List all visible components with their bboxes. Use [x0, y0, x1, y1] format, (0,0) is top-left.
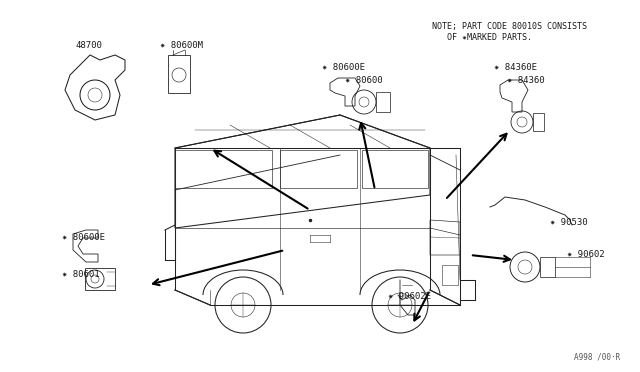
Text: ✷ 84360: ✷ 84360: [507, 76, 545, 85]
Text: ✷ 90602E: ✷ 90602E: [388, 292, 431, 301]
Text: ✷ 80601: ✷ 80601: [62, 270, 100, 279]
Text: ✷ 84360E: ✷ 84360E: [494, 63, 537, 72]
Text: 48700: 48700: [75, 41, 102, 50]
Text: NOTE; PART CODE 80010S CONSISTS
   OF ✷MARKED PARTS.: NOTE; PART CODE 80010S CONSISTS OF ✷MARK…: [432, 22, 587, 41]
Text: ✷ 80600E: ✷ 80600E: [62, 233, 105, 242]
Text: ✷ 90530: ✷ 90530: [550, 218, 588, 227]
Text: ✷ 80600: ✷ 80600: [345, 76, 383, 85]
Text: ✷ 90602: ✷ 90602: [567, 250, 605, 259]
Text: A998 /00·R: A998 /00·R: [573, 353, 620, 362]
Text: ✷ 80600M: ✷ 80600M: [160, 41, 203, 50]
Text: ✷ 80600E: ✷ 80600E: [322, 63, 365, 72]
